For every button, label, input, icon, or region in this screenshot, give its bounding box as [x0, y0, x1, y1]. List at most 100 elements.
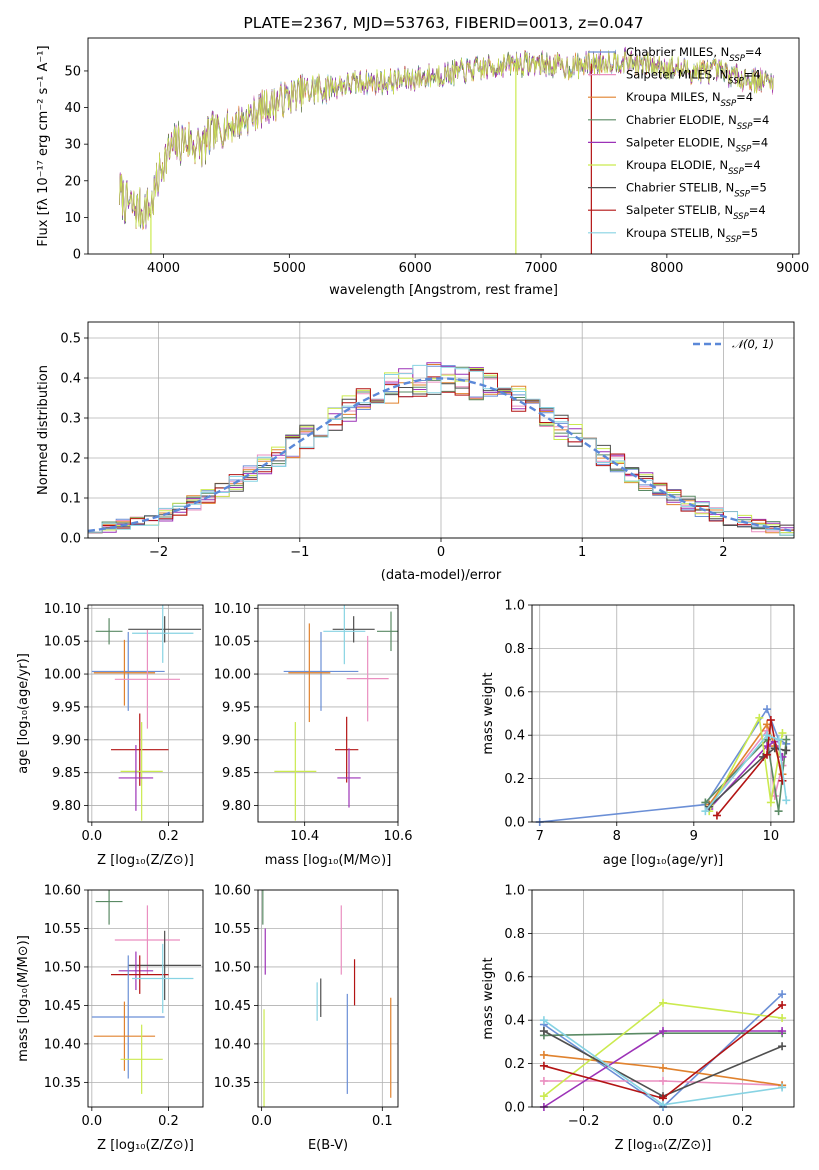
y-tick-label: 40 [64, 101, 81, 116]
y-tick-label: 20 [64, 174, 81, 189]
y-tick-label: 30 [64, 138, 81, 153]
y-tick-label: 10 [64, 211, 81, 226]
x-tick-label: 0.2 [732, 1114, 753, 1129]
spectrum-line [119, 50, 774, 228]
legend-label-text: Kroupa STELIB, N [626, 226, 726, 240]
age-vs-mass-panel: 10.4 10.6 9.80 9.85 9.90 9.95 10.00 10.05 10.10 m… [214, 602, 413, 868]
residuals-xlabel: (data-model)/error [381, 568, 502, 583]
y-tick-label: 0.3 [60, 412, 81, 427]
mass-weight-vs-age-ylabel: mass weight [481, 672, 496, 754]
y-tick-label: 10.00 [214, 668, 251, 683]
axes-frame [87, 321, 795, 539]
legend-label: Chabrier MILES, NSSP=4 [626, 45, 762, 64]
x-tick-label: 9000 [776, 261, 809, 276]
x-tick-label: 0.0 [81, 829, 102, 844]
legend-label-tail: =4 [749, 203, 766, 217]
x-tick-label: 5000 [273, 261, 306, 276]
x-tick-label: −2 [149, 545, 168, 560]
y-tick-label: 1.0 [504, 599, 525, 614]
legend-label: Chabrier STELIB, NSSP=5 [626, 181, 767, 200]
y-tick-label: 9.90 [222, 733, 251, 748]
y-tick-label: 9.85 [222, 766, 251, 781]
y-tick-label: 0.2 [504, 772, 525, 787]
errorbars [91, 605, 202, 821]
legend-label-text: Salpeter MILES, N [626, 68, 728, 82]
mass-vs-ebv-xlabel: E(B-V) [308, 1138, 348, 1153]
residuals-ylabel: Normed distribution [36, 365, 51, 495]
y-tick-label: 10.55 [44, 922, 81, 937]
y-tick-label: 0.0 [60, 532, 81, 547]
x-tick-label: 0.0 [251, 1114, 272, 1129]
legend-label: Kroupa MILES, NSSP=4 [626, 90, 753, 109]
mass-weight-vs-z-xlabel: Z [log₁₀(Z/Z⊙)] [615, 1138, 712, 1153]
y-tick-label: 10.60 [44, 884, 81, 899]
weight-line [716, 719, 784, 817]
y-tick-label: 9.80 [222, 799, 251, 814]
legend-label-tail: =4 [751, 135, 768, 149]
age-vs-mass-xlabel: mass [log₁₀(M/M⊙)] [265, 853, 392, 868]
y-tick-label: 10.40 [214, 1037, 251, 1052]
legend-label-tail: =4 [752, 113, 769, 127]
y-tick-label: 0.0 [504, 816, 525, 831]
errorbars [274, 605, 398, 821]
y-tick-label: 0.6 [504, 685, 525, 700]
y-tick-label: 10.50 [214, 960, 251, 975]
y-tick-label: 10.05 [214, 635, 251, 650]
y-tick-label: 10.35 [214, 1076, 251, 1091]
legend-label-tail: =5 [750, 181, 767, 195]
x-tick-label: 0 [437, 545, 445, 560]
legend-label-text: Salpeter ELODIE, N [626, 135, 736, 149]
x-tick-label: −0.2 [568, 1114, 600, 1129]
legend-label-sub: SSP [729, 54, 745, 64]
y-tick-label: 0.4 [60, 372, 81, 387]
legend-label-text: Chabrier MILES, N [626, 45, 729, 59]
mass-vs-z-panel: 0.0 0.2 10.35 10.40 10.45 10.50 10.55 10.60 Z [l… [16, 884, 204, 1153]
legend-label: Salpeter ELODIE, NSSP=4 [626, 135, 768, 154]
spectrum-title: PLATE=2367, MJD=53763, FIBERID=0013, z=0… [243, 14, 643, 32]
x-tick-label: 1 [578, 545, 586, 560]
y-tick-label: 0.8 [504, 642, 525, 657]
legend-label-sub: SSP [728, 167, 744, 177]
y-tick-label: 9.85 [52, 766, 81, 781]
y-tick-label: 1.0 [504, 884, 525, 899]
y-tick-label: 9.80 [52, 799, 81, 814]
x-tick-label: 0.1 [372, 1114, 393, 1129]
legend-label-sub: SSP [728, 77, 744, 87]
legend-label-sub: SSP [726, 235, 742, 245]
legend-label: Chabrier ELODIE, NSSP=4 [626, 113, 769, 132]
weight-line [708, 715, 784, 812]
y-tick-label: 0.4 [504, 729, 525, 744]
x-tick-label: 0.0 [653, 1114, 674, 1129]
legend-label: Salpeter STELIB, NSSP=4 [626, 203, 766, 222]
y-tick-label: 0.0 [504, 1101, 525, 1116]
y-tick-label: 0.1 [60, 492, 81, 507]
age-vs-z-xlabel: Z [log₁₀(Z/Z⊙)] [97, 853, 194, 868]
legend-label-sub: SSP [736, 144, 752, 154]
axes-frame [87, 37, 800, 255]
mass-weight-vs-age-panel: 7 8 9 10 0.0 0.2 0.4 0.6 0.8 1.0 age [log₁₀(age/yr… [481, 599, 795, 868]
y-tick-label: 10.10 [214, 602, 251, 617]
legend-label-text: Kroupa ELODIE, N [626, 158, 728, 172]
x-tick-label: 4000 [147, 261, 180, 276]
legend-label-tail: =5 [741, 226, 758, 240]
legend-label-tail: =4 [744, 158, 761, 172]
axes-frame [531, 604, 795, 823]
y-tick-label: 10.45 [214, 999, 251, 1014]
x-tick-label: 8000 [650, 261, 683, 276]
mass-vs-z-ylabel: mass [log₁₀(M/M⊙)] [16, 935, 31, 1062]
x-tick-label: 10.6 [384, 829, 413, 844]
x-tick-label: 7000 [524, 261, 557, 276]
residual-histogram [88, 362, 794, 534]
residuals-panel: −2 −1 0 1 2 0.0 0.1 0.2 0.3 0.4 0.5 𝒩(0, 1) (data-mo… [36, 321, 795, 583]
x-tick-label: 2 [719, 545, 727, 560]
mass-vs-ebv-panel: 0.0 0.1 10.35 10.40 10.45 10.50 10.55 10.60 E(B-… [214, 884, 399, 1153]
legend-label-tail: =4 [744, 68, 761, 82]
x-tick-label: −1 [290, 545, 309, 560]
x-tick-label: 10 [763, 829, 780, 844]
y-tick-label: 0 [73, 248, 81, 263]
axes-frame [257, 889, 399, 1108]
mass-weight-vs-z-ylabel: mass weight [481, 957, 496, 1039]
y-tick-label: 10.45 [44, 999, 81, 1014]
legend-label-sub: SSP [737, 122, 753, 132]
spectrum-xlabel: wavelength [Angstrom, rest frame] [329, 283, 558, 298]
